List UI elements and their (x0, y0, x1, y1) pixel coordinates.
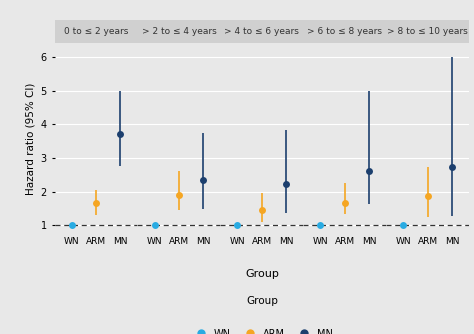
Text: Group: Group (245, 269, 279, 279)
Text: > 4 to ≤ 6 years: > 4 to ≤ 6 years (225, 27, 299, 36)
Y-axis label: Hazard ratio (95% CI): Hazard ratio (95% CI) (25, 82, 35, 195)
Text: > 2 to ≤ 4 years: > 2 to ≤ 4 years (142, 27, 216, 36)
Text: Group: Group (246, 296, 278, 306)
Text: > 8 to ≤ 10 years: > 8 to ≤ 10 years (387, 27, 468, 36)
Legend: WN, ARM, MN: WN, ARM, MN (187, 325, 337, 334)
Text: 0 to ≤ 2 years: 0 to ≤ 2 years (64, 27, 128, 36)
Text: > 6 to ≤ 8 years: > 6 to ≤ 8 years (307, 27, 383, 36)
